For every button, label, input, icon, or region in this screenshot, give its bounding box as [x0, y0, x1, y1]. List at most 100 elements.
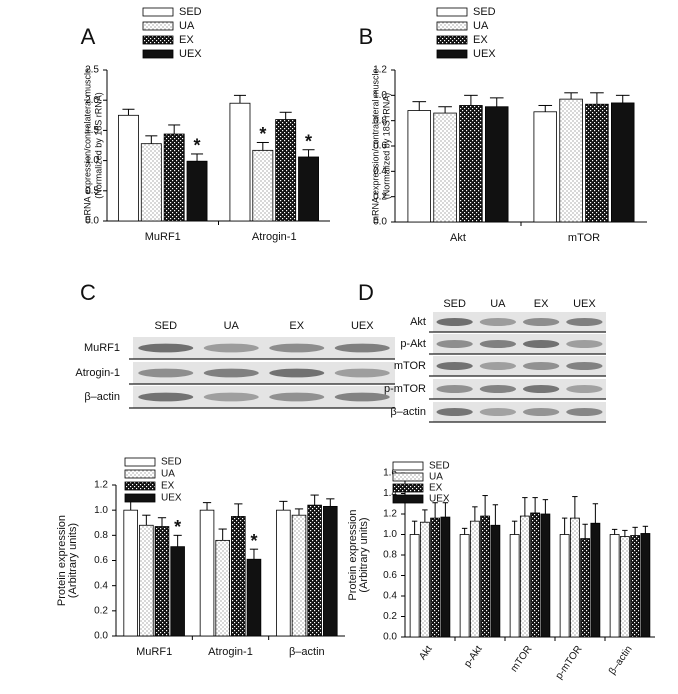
blot-band [203, 392, 259, 402]
bar [440, 516, 451, 638]
blot-row-label: Akt [410, 316, 426, 328]
legend-swatch [392, 461, 424, 471]
legend-swatch [392, 483, 424, 493]
bar [409, 534, 420, 638]
legend-label: UA [429, 472, 443, 483]
bar [231, 516, 246, 637]
bar [559, 534, 570, 638]
panel-letter: A [81, 24, 96, 49]
blot-band [436, 385, 473, 393]
y-axis-title: (Arbitrary units) [67, 523, 79, 598]
legend-label: EX [429, 483, 443, 494]
blot-band [436, 362, 473, 370]
y-tick-label: 1.0 [383, 529, 397, 540]
x-tick-label: β–actin [607, 644, 635, 677]
legend-swatch [124, 493, 156, 503]
legend-label: SED [161, 457, 182, 468]
y-tick-label: 0.2 [94, 605, 108, 616]
blot-row-label: p-Akt [400, 338, 426, 350]
blot-strip [133, 386, 395, 408]
blot-lane-label: SED [443, 298, 466, 310]
bar [630, 535, 641, 638]
bar [469, 520, 480, 638]
blot-band [334, 392, 390, 402]
blot-band [334, 343, 390, 353]
bar [640, 533, 651, 638]
bar [485, 106, 509, 223]
blot-band [479, 408, 517, 416]
blot-strip [133, 362, 395, 384]
bar [419, 521, 430, 638]
blot-row-label: mTOR [394, 360, 426, 372]
bar [154, 526, 170, 637]
bar [123, 509, 138, 637]
y-tick-label: 1.0 [373, 90, 387, 101]
bar [430, 517, 441, 638]
panel-letter: B [359, 24, 374, 49]
bar [569, 517, 580, 638]
bar [118, 114, 139, 222]
blot-band [436, 318, 473, 326]
legend-label: SED [179, 6, 202, 18]
legend-swatch [124, 457, 156, 467]
y-tick-label: 1.2 [373, 65, 387, 76]
bar [433, 112, 457, 223]
y-tick-label: 0.6 [373, 141, 387, 152]
y-tick-label: 0.0 [85, 216, 99, 227]
significance-mark: * [250, 531, 257, 551]
y-tick-label: 0.4 [373, 166, 387, 177]
bar [580, 538, 591, 638]
bar [540, 513, 551, 638]
bar [275, 119, 297, 222]
y-tick-label: 0.0 [383, 632, 397, 643]
bar [307, 504, 322, 637]
significance-mark: * [259, 124, 266, 144]
bar [459, 105, 483, 223]
blot-band [138, 392, 194, 402]
panel-letter: D [358, 280, 374, 305]
bar [590, 522, 601, 638]
y-axis-title: mRNA expression/contralateral muscle [370, 68, 380, 223]
blot-band [522, 408, 560, 416]
blot-strip [433, 334, 606, 354]
bar [252, 149, 274, 222]
blot-band [203, 368, 259, 378]
x-tick-label: β–actin [289, 646, 325, 658]
bar [490, 524, 501, 638]
blot-band [436, 408, 473, 416]
y-axis-title: (Normalized by 18S rRNA) [93, 92, 103, 199]
legend-swatch [436, 21, 468, 31]
y-tick-label: 0.0 [94, 631, 108, 642]
legend-swatch [124, 481, 156, 491]
legend-label: SED [473, 6, 496, 18]
blot-band [138, 343, 194, 353]
blot-row-label: MuRF1 [84, 342, 120, 354]
significance-mark: * [305, 131, 312, 151]
legend-swatch [436, 49, 468, 59]
blot-band [566, 340, 603, 348]
blot-row-label: β–actin [84, 391, 120, 403]
blot-strip [433, 402, 606, 422]
legend-label: UEX [179, 48, 202, 60]
bar [533, 111, 557, 223]
bar [140, 143, 162, 222]
blot-band [522, 318, 560, 326]
y-tick-label: 0.6 [94, 555, 108, 566]
blot-band [566, 408, 603, 416]
legend-swatch [142, 49, 174, 59]
legend-swatch [436, 7, 468, 17]
bar [229, 102, 251, 222]
panel-letter: C [80, 280, 96, 305]
bar [559, 98, 583, 223]
blot-band [334, 368, 390, 378]
y-axis-title: (Arbitrary units) [358, 517, 370, 592]
y-tick-label: 1.0 [94, 505, 108, 516]
y-tick-label: 1.0 [85, 155, 99, 166]
blot-band [479, 340, 517, 348]
y-axis-title: mRNA expression/contralateral muscle [82, 68, 92, 223]
bar [276, 509, 291, 637]
bar [139, 524, 154, 637]
blot-band [269, 368, 325, 378]
legend-label: EX [473, 34, 488, 46]
